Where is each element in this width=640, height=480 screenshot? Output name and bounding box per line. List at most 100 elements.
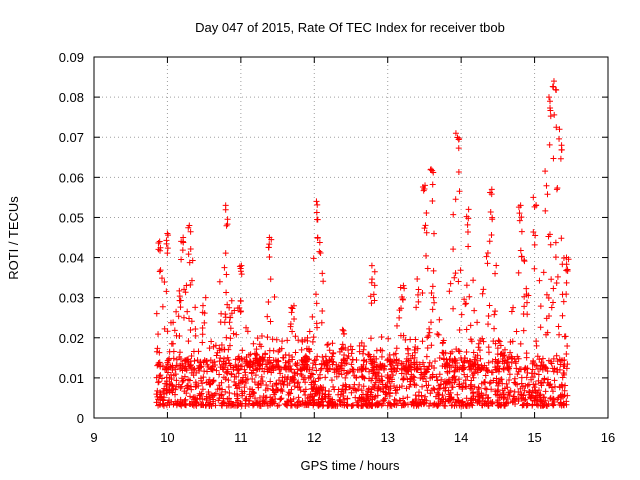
data-point — [377, 361, 384, 368]
data-point — [485, 394, 492, 401]
data-point — [343, 370, 350, 377]
data-point — [518, 214, 525, 221]
data-point — [252, 372, 259, 379]
data-point — [323, 365, 330, 372]
data-point — [455, 347, 462, 354]
data-point — [471, 383, 478, 390]
data-point — [516, 210, 523, 217]
data-point — [306, 328, 313, 335]
data-point — [475, 384, 482, 391]
data-point — [230, 330, 237, 337]
data-point — [449, 357, 456, 364]
data-point — [452, 399, 459, 406]
data-point — [445, 397, 452, 404]
data-point — [427, 166, 434, 173]
data-point — [248, 370, 255, 377]
data-point — [185, 251, 192, 258]
data-point — [426, 325, 433, 332]
data-point — [539, 355, 546, 362]
data-point — [341, 402, 348, 409]
data-point — [422, 393, 429, 400]
data-point — [257, 378, 264, 385]
data-point — [393, 356, 400, 363]
data-point — [404, 394, 411, 401]
data-point — [275, 348, 282, 355]
data-point — [164, 245, 171, 252]
data-point — [360, 365, 367, 372]
data-point — [429, 198, 436, 205]
data-point — [410, 373, 417, 380]
data-point — [474, 364, 481, 371]
data-point — [418, 365, 425, 372]
data-point — [497, 351, 504, 358]
data-point — [509, 338, 516, 345]
data-point — [371, 282, 378, 289]
data-point — [485, 313, 492, 320]
data-point — [188, 277, 195, 284]
data-point — [194, 357, 201, 364]
data-point — [416, 389, 423, 396]
data-point — [192, 304, 199, 311]
data-point — [408, 401, 415, 408]
data-point — [302, 392, 309, 399]
data-point — [430, 169, 437, 176]
data-point — [314, 389, 321, 396]
data-point — [237, 308, 244, 315]
data-point — [271, 293, 278, 300]
data-point — [464, 401, 471, 408]
data-point — [310, 334, 317, 341]
data-point — [548, 276, 555, 283]
data-point — [157, 247, 164, 254]
data-point — [463, 282, 470, 289]
data-point — [547, 113, 554, 120]
data-point — [224, 301, 231, 308]
x-axis-title: GPS time / hours — [301, 458, 400, 473]
data-point — [461, 365, 468, 372]
data-point — [176, 297, 183, 304]
data-point — [520, 327, 527, 334]
data-point — [558, 381, 565, 388]
data-point — [557, 155, 564, 162]
data-point — [157, 372, 164, 379]
data-point — [333, 373, 340, 380]
data-point — [285, 398, 292, 405]
data-point — [298, 356, 305, 363]
data-point — [532, 397, 539, 404]
data-point — [400, 376, 407, 383]
data-point — [550, 396, 557, 403]
data-point — [343, 383, 350, 390]
data-point — [253, 366, 260, 373]
data-point — [550, 299, 557, 306]
grid-lines — [94, 57, 608, 418]
data-point — [308, 370, 315, 377]
data-point — [405, 357, 412, 364]
data-point — [401, 365, 408, 372]
data-point — [265, 244, 272, 251]
data-point — [406, 376, 413, 383]
data-point — [302, 357, 309, 364]
data-point — [423, 353, 430, 360]
data-point — [232, 382, 239, 389]
data-point — [423, 209, 430, 216]
data-point — [216, 358, 223, 365]
data-point — [374, 375, 381, 382]
data-point — [512, 380, 519, 387]
data-point — [491, 311, 498, 318]
data-point — [263, 382, 270, 389]
data-point — [389, 359, 396, 366]
data-point — [463, 326, 470, 333]
data-point — [315, 375, 322, 382]
data-point — [551, 377, 558, 384]
data-point — [329, 340, 336, 347]
data-point — [523, 299, 530, 306]
data-point — [197, 375, 204, 382]
data-point — [322, 353, 329, 360]
data-point — [485, 344, 492, 351]
data-point — [483, 253, 490, 260]
data-point — [360, 346, 367, 353]
data-point — [413, 366, 420, 373]
data-point — [226, 390, 233, 397]
data-point — [487, 379, 494, 386]
data-point — [173, 377, 180, 384]
data-point — [217, 354, 224, 361]
